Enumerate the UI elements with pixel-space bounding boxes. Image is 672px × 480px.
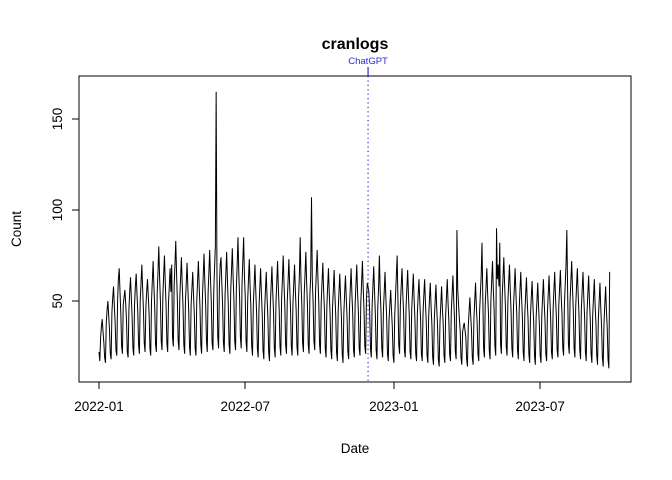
x-axis-title: Date	[341, 441, 370, 456]
y-tick-label: 100	[50, 199, 65, 222]
series-polyline	[98, 91, 611, 369]
series-line-group	[98, 91, 611, 369]
y-tick-label: 150	[50, 108, 65, 131]
x-tick-label: 2022-01	[74, 399, 124, 414]
chatgpt-label: ChatGPT	[348, 56, 388, 67]
chart-title: cranlogs	[322, 36, 389, 53]
chatgpt-annotation: ChatGPT	[348, 56, 388, 382]
y-tick-label: 50	[50, 293, 65, 308]
y-axis: 50 100 150	[50, 108, 79, 309]
x-tick-label: 2023-07	[515, 399, 565, 414]
plot-box	[78, 75, 632, 383]
y-axis-title: Count	[9, 211, 24, 247]
x-tick-label: 2023-01	[369, 399, 419, 414]
x-tick-label: 2022-07	[220, 399, 270, 414]
x-axis: 2022-01 2022-07 2023-01 2023-07	[74, 382, 565, 414]
